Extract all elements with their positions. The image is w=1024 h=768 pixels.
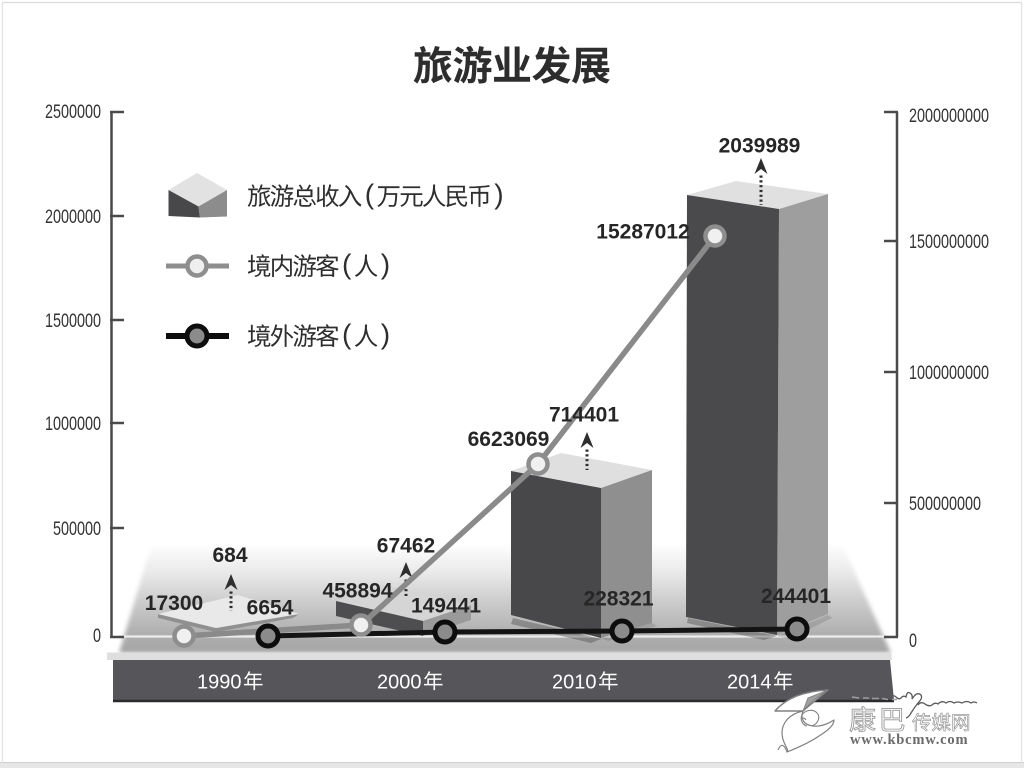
svg-text:2000000: 2000000 [45,206,101,228]
svg-text:2010: 2010 [552,672,597,694]
svg-text:67462: 67462 [377,535,435,558]
svg-text:): ) [381,318,390,350]
svg-text:17300: 17300 [145,592,203,615]
svg-text:0: 0 [909,630,917,652]
svg-text:www.kbcmw.com: www.kbcmw.com [850,732,968,748]
svg-text:684: 684 [212,544,247,567]
svg-text:244401: 244401 [761,585,831,608]
svg-text:458894: 458894 [322,580,392,603]
svg-text:1000000: 1000000 [45,413,101,435]
svg-text:2000000000: 2000000000 [909,105,989,127]
svg-text:1000000000: 1000000000 [909,362,989,384]
svg-text:500000000: 500000000 [909,493,981,515]
svg-text:2000: 2000 [377,672,422,694]
svg-text:500000: 500000 [53,518,101,540]
svg-text:1990: 1990 [197,672,242,694]
svg-text:2014: 2014 [727,672,772,694]
svg-text:6654: 6654 [247,597,294,620]
svg-text:2039989: 2039989 [719,135,801,158]
svg-text:149441: 149441 [411,595,481,618]
svg-text:228321: 228321 [583,588,653,611]
svg-text:6623069: 6623069 [468,428,550,451]
svg-text:714401: 714401 [549,404,619,427]
svg-text:(: ( [365,178,375,210]
svg-text:0: 0 [93,625,101,647]
svg-text:(: ( [342,248,352,280]
svg-text:): ) [381,248,390,280]
svg-text:1500000000: 1500000000 [909,231,989,253]
svg-text:(: ( [342,318,352,350]
svg-text:): ) [494,178,503,210]
svg-text:2500000: 2500000 [45,101,101,123]
svg-text:1500000: 1500000 [45,310,101,332]
svg-text:15287012: 15287012 [596,221,689,244]
